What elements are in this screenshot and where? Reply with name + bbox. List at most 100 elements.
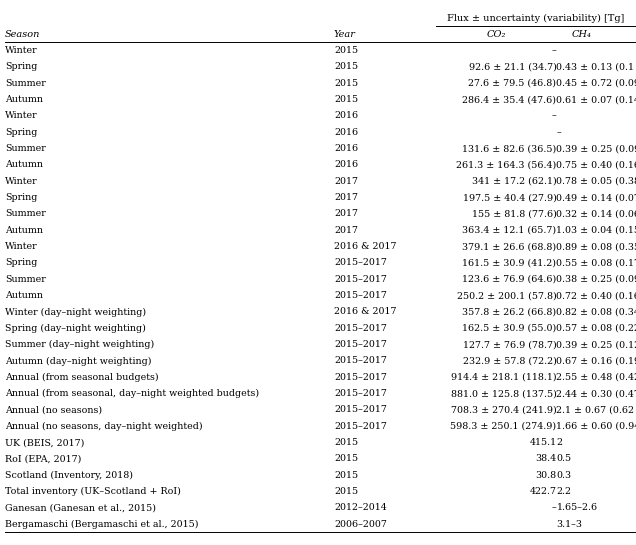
Text: Summer (day–night weighting): Summer (day–night weighting) (5, 340, 155, 349)
Text: 0.82 ± 0.08 (0.34: 0.82 ± 0.08 (0.34 (556, 307, 636, 317)
Text: 2.1 ± 0.67 (0.62: 2.1 ± 0.67 (0.62 (556, 405, 635, 415)
Text: 2016 & 2017: 2016 & 2017 (334, 307, 396, 317)
Text: –: – (552, 504, 556, 512)
Text: 2015: 2015 (334, 455, 358, 463)
Text: 0.75 ± 0.40 (0.16: 0.75 ± 0.40 (0.16 (556, 160, 636, 169)
Text: –: – (552, 46, 556, 55)
Text: 2015–2017: 2015–2017 (334, 258, 387, 268)
Text: Spring: Spring (5, 63, 38, 71)
Text: 0.39 ± 0.25 (0.12: 0.39 ± 0.25 (0.12 (556, 340, 636, 349)
Text: 123.6 ± 76.9 (64.6): 123.6 ± 76.9 (64.6) (462, 275, 556, 284)
Text: 1.66 ± 0.60 (0.94: 1.66 ± 0.60 (0.94 (556, 422, 636, 431)
Text: 2: 2 (556, 438, 562, 447)
Text: Winter: Winter (5, 177, 38, 186)
Text: Autumn: Autumn (5, 291, 43, 300)
Text: 2016: 2016 (334, 112, 358, 120)
Text: Winter: Winter (5, 112, 38, 120)
Text: 0.57 ± 0.08 (0.22: 0.57 ± 0.08 (0.22 (556, 324, 636, 333)
Text: 2017: 2017 (334, 226, 358, 235)
Text: 2015–2017: 2015–2017 (334, 291, 387, 300)
Text: 914.4 ± 218.1 (118.1): 914.4 ± 218.1 (118.1) (451, 373, 556, 382)
Text: 2.55 ± 0.48 (0.42: 2.55 ± 0.48 (0.42 (556, 373, 636, 382)
Text: 0.43 ± 0.13 (0.1: 0.43 ± 0.13 (0.1 (556, 63, 636, 71)
Text: 2015–2017: 2015–2017 (334, 422, 387, 431)
Text: Spring: Spring (5, 193, 38, 202)
Text: 2.2: 2.2 (556, 487, 572, 496)
Text: 92.6 ± 21.1 (34.7): 92.6 ± 21.1 (34.7) (469, 63, 556, 71)
Text: 232.9 ± 57.8 (72.2): 232.9 ± 57.8 (72.2) (462, 356, 556, 366)
Text: 422.7: 422.7 (530, 487, 556, 496)
Text: Summer: Summer (5, 275, 46, 284)
Text: 881.0 ± 125.8 (137.5): 881.0 ± 125.8 (137.5) (451, 389, 556, 398)
Text: 286.4 ± 35.4 (47.6): 286.4 ± 35.4 (47.6) (462, 95, 556, 104)
Text: Ganesan (Ganesan et al., 2015): Ganesan (Ganesan et al., 2015) (5, 504, 156, 512)
Text: Season: Season (5, 30, 41, 39)
Text: 0.55 ± 0.08 (0.17: 0.55 ± 0.08 (0.17 (556, 258, 636, 268)
Text: 2006–2007: 2006–2007 (334, 520, 387, 529)
Text: Bergamaschi (Bergamaschi et al., 2015): Bergamaschi (Bergamaschi et al., 2015) (5, 520, 198, 529)
Text: CH₄: CH₄ (572, 30, 592, 39)
Text: Autumn (day–night weighting): Autumn (day–night weighting) (5, 356, 151, 366)
Text: 1.65–2.6: 1.65–2.6 (556, 504, 598, 512)
Text: 2015–2017: 2015–2017 (334, 324, 387, 333)
Text: 0.45 ± 0.72 (0.09: 0.45 ± 0.72 (0.09 (556, 79, 636, 88)
Text: 261.3 ± 164.3 (56.4): 261.3 ± 164.3 (56.4) (456, 160, 556, 169)
Text: 0.5: 0.5 (556, 455, 572, 463)
Text: 0.49 ± 0.14 (0.07: 0.49 ± 0.14 (0.07 (556, 193, 636, 202)
Text: 2.44 ± 0.30 (0.47: 2.44 ± 0.30 (0.47 (556, 389, 636, 398)
Text: 0.3: 0.3 (556, 471, 572, 480)
Text: 2015–2017: 2015–2017 (334, 389, 387, 398)
Text: 2017: 2017 (334, 177, 358, 186)
Text: 0.72 ± 0.40 (0.16: 0.72 ± 0.40 (0.16 (556, 291, 636, 300)
Text: 2016: 2016 (334, 144, 358, 153)
Text: Annual (from seasonal budgets): Annual (from seasonal budgets) (5, 373, 159, 382)
Text: Spring: Spring (5, 128, 38, 137)
Text: 2016 & 2017: 2016 & 2017 (334, 242, 396, 251)
Text: 161.5 ± 30.9 (41.2): 161.5 ± 30.9 (41.2) (462, 258, 556, 268)
Text: Year: Year (334, 30, 356, 39)
Text: 0.61 ± 0.07 (0.14: 0.61 ± 0.07 (0.14 (556, 95, 636, 104)
Text: Autumn: Autumn (5, 95, 43, 104)
Text: 2016: 2016 (334, 160, 358, 169)
Text: 2015–2017: 2015–2017 (334, 373, 387, 382)
Text: Annual (from seasonal, day–night weighted budgets): Annual (from seasonal, day–night weighte… (5, 389, 259, 398)
Text: 2015–2017: 2015–2017 (334, 340, 387, 349)
Text: 2012–2014: 2012–2014 (334, 504, 387, 512)
Text: Spring (day–night weighting): Spring (day–night weighting) (5, 324, 146, 333)
Text: 2015: 2015 (334, 63, 358, 71)
Text: 708.3 ± 270.4 (241.9): 708.3 ± 270.4 (241.9) (451, 405, 556, 415)
Text: 127.7 ± 76.9 (78.7): 127.7 ± 76.9 (78.7) (463, 340, 556, 349)
Text: RoI (EPA, 2017): RoI (EPA, 2017) (5, 455, 81, 463)
Text: 2015: 2015 (334, 95, 358, 104)
Text: 379.1 ± 26.6 (68.8): 379.1 ± 26.6 (68.8) (462, 242, 556, 251)
Text: 415.1: 415.1 (529, 438, 556, 447)
Text: 197.5 ± 40.4 (27.9): 197.5 ± 40.4 (27.9) (462, 193, 556, 202)
Text: 250.2 ± 200.1 (57.8): 250.2 ± 200.1 (57.8) (457, 291, 556, 300)
Text: Annual (no seasons, day–night weighted): Annual (no seasons, day–night weighted) (5, 422, 203, 431)
Text: 38.4: 38.4 (536, 455, 556, 463)
Text: 357.8 ± 26.2 (66.8): 357.8 ± 26.2 (66.8) (462, 307, 556, 317)
Text: 27.6 ± 79.5 (46.8): 27.6 ± 79.5 (46.8) (469, 79, 556, 88)
Text: 1.03 ± 0.04 (0.15: 1.03 ± 0.04 (0.15 (556, 226, 636, 235)
Text: 30.8: 30.8 (536, 471, 556, 480)
Text: 0.89 ± 0.08 (0.35: 0.89 ± 0.08 (0.35 (556, 242, 636, 251)
Text: Autumn: Autumn (5, 160, 43, 169)
Text: 162.5 ± 30.9 (55.0): 162.5 ± 30.9 (55.0) (462, 324, 556, 333)
Text: 2016: 2016 (334, 128, 358, 137)
Text: 0.38 ± 0.25 (0.09: 0.38 ± 0.25 (0.09 (556, 275, 636, 284)
Text: Autumn: Autumn (5, 226, 43, 235)
Text: 2015: 2015 (334, 438, 358, 447)
Text: 2015: 2015 (334, 487, 358, 496)
Text: 155 ± 81.8 (77.6): 155 ± 81.8 (77.6) (472, 209, 556, 219)
Text: Summer: Summer (5, 79, 46, 88)
Text: 2015–2017: 2015–2017 (334, 405, 387, 415)
Text: –: – (552, 112, 556, 120)
Text: 2015: 2015 (334, 46, 358, 55)
Text: UK (BEIS, 2017): UK (BEIS, 2017) (5, 438, 85, 447)
Text: Annual (no seasons): Annual (no seasons) (5, 405, 102, 415)
Text: Total inventory (UK–Scotland + RoI): Total inventory (UK–Scotland + RoI) (5, 487, 181, 496)
Text: 131.6 ± 82.6 (36.5): 131.6 ± 82.6 (36.5) (462, 144, 556, 153)
Text: 2015: 2015 (334, 79, 358, 88)
Text: Scotland (Inventory, 2018): Scotland (Inventory, 2018) (5, 471, 133, 480)
Text: Flux ± uncertainty (variability) [Tg]: Flux ± uncertainty (variability) [Tg] (447, 14, 625, 22)
